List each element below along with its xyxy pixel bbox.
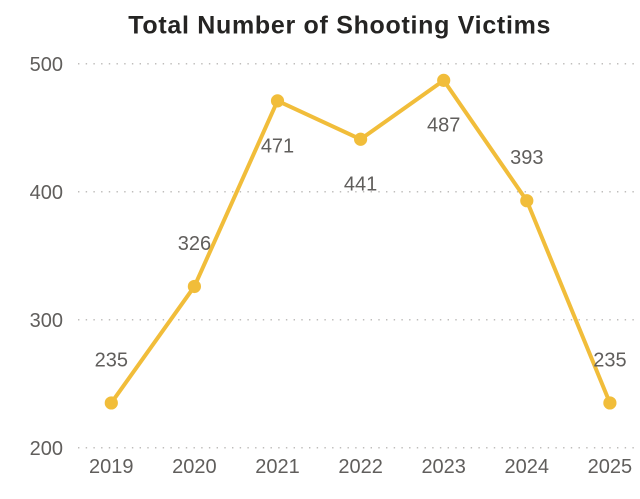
- svg-text:500: 500: [30, 54, 63, 76]
- svg-text:300: 300: [30, 310, 63, 332]
- svg-text:2019: 2019: [89, 456, 134, 478]
- svg-text:2023: 2023: [421, 456, 466, 478]
- svg-text:2021: 2021: [255, 456, 300, 478]
- svg-text:487: 487: [427, 114, 460, 136]
- svg-text:2024: 2024: [505, 456, 550, 478]
- svg-text:235: 235: [95, 349, 128, 371]
- svg-text:393: 393: [510, 147, 543, 169]
- svg-text:2025: 2025: [588, 456, 633, 478]
- svg-text:471: 471: [261, 135, 294, 157]
- svg-text:326: 326: [178, 233, 211, 255]
- svg-text:2020: 2020: [172, 456, 217, 478]
- svg-text:441: 441: [344, 173, 377, 195]
- svg-text:235: 235: [593, 349, 626, 371]
- svg-text:200: 200: [30, 438, 63, 460]
- svg-text:2022: 2022: [338, 456, 383, 478]
- svg-text:Total Number of Shooting Victi: Total Number of Shooting Victims: [128, 12, 551, 40]
- svg-text:400: 400: [30, 182, 63, 204]
